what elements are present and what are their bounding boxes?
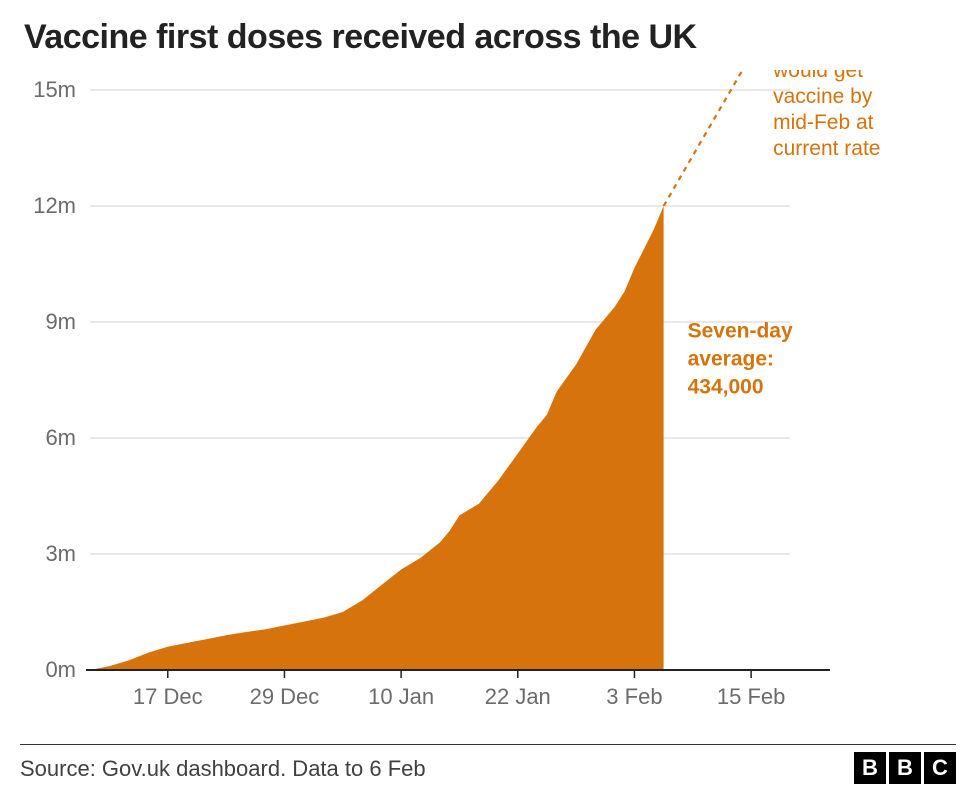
svg-text:22 Jan: 22 Jan <box>485 684 551 709</box>
chart-container: Vaccine first doses received across the … <box>0 0 976 800</box>
projection-annotation: would get <box>772 70 863 82</box>
svg-text:3 Feb: 3 Feb <box>606 684 662 709</box>
svg-text:15 Feb: 15 Feb <box>717 684 786 709</box>
projection-annotation: vaccine by <box>773 85 873 108</box>
svg-text:15m: 15m <box>33 77 76 102</box>
projection-annotation: current rate <box>773 137 880 160</box>
svg-text:12m: 12m <box>33 193 76 218</box>
average-annotation: Seven-day <box>688 319 793 342</box>
bbc-logo-c: C <box>924 752 956 784</box>
source-text: Source: Gov.uk dashboard. Data to 6 Feb <box>20 756 426 782</box>
projection-annotation: mid-Feb at <box>773 111 874 134</box>
svg-text:3m: 3m <box>45 541 76 566</box>
svg-text:0m: 0m <box>45 657 76 682</box>
average-annotation: 434,000 <box>688 375 764 398</box>
bbc-logo: B B C <box>854 752 956 784</box>
svg-text:9m: 9m <box>45 309 76 334</box>
chart-title: Vaccine first doses received across the … <box>24 18 697 57</box>
bbc-logo-b1: B <box>854 752 886 784</box>
bbc-logo-b2: B <box>889 752 921 784</box>
svg-text:6m: 6m <box>45 425 76 450</box>
svg-text:10 Jan: 10 Jan <box>368 684 434 709</box>
chart-area: 0m 3m 6m 9m 12m 15m 17 Dec 29 Dec 10 Jan 22 Jan 3 … <box>0 70 976 730</box>
average-annotation: average: <box>688 347 774 370</box>
footer-rule <box>20 744 956 745</box>
svg-text:17 Dec: 17 Dec <box>133 684 203 709</box>
chart-svg: 0m 3m 6m 9m 12m 15m 17 Dec 29 Dec 10 Jan 22 Jan 3 … <box>0 70 976 730</box>
svg-text:29 Dec: 29 Dec <box>250 684 320 709</box>
